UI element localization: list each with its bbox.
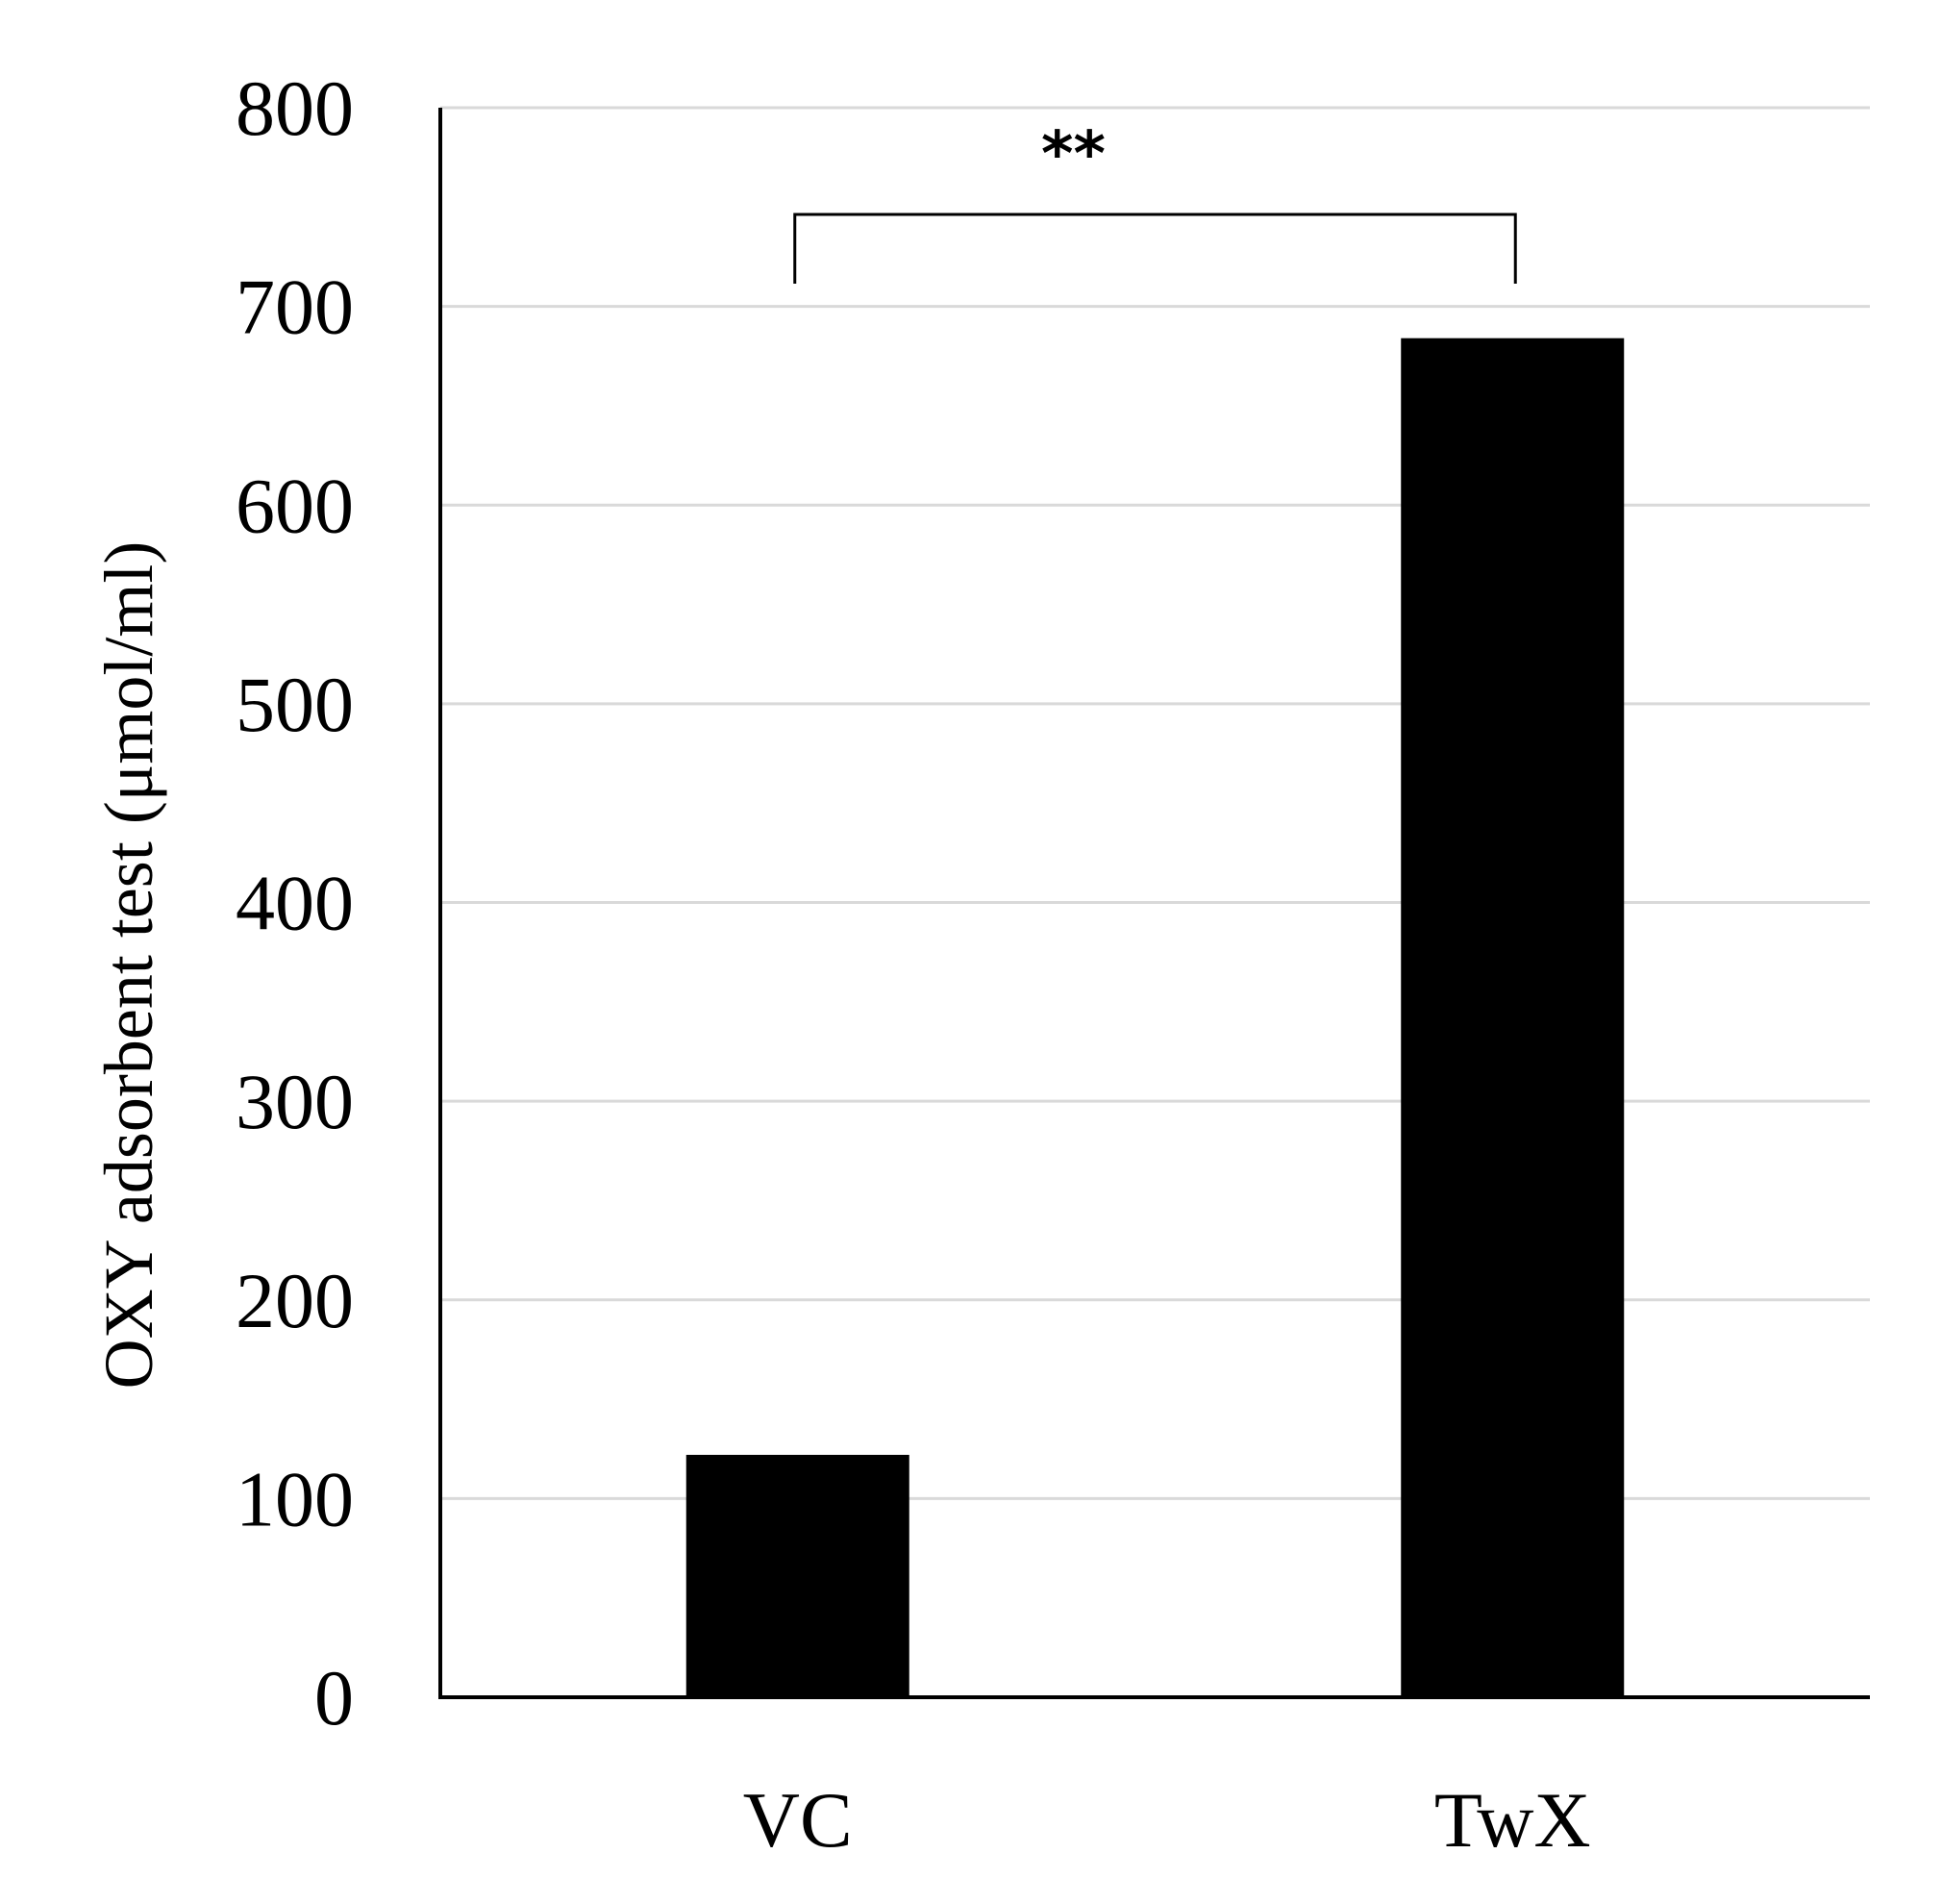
y-tick-label-0: 0 [314, 1654, 354, 1741]
x-category-labels: VC TwX [743, 1776, 1591, 1864]
axes [438, 108, 1870, 1699]
y-tick-label-300: 300 [236, 1058, 354, 1145]
significance-bracket-line [793, 213, 1517, 284]
y-tick-label-100: 100 [236, 1455, 354, 1542]
y-tick-label-200: 200 [236, 1257, 354, 1344]
y-tick-labels: 0 100 200 300 400 500 600 700 800 [236, 64, 354, 1741]
bars [685, 338, 1625, 1697]
y-tick-label-500: 500 [236, 661, 354, 748]
significance-bracket: ** [793, 119, 1517, 284]
bar-twx [1401, 338, 1625, 1697]
x-category-label-vc: VC [743, 1776, 853, 1864]
y-tick-label-700: 700 [236, 263, 354, 351]
y-axis-title: OXY adsorbent test (μmol/ml) [90, 541, 167, 1390]
x-category-label-twx: TwX [1434, 1776, 1591, 1864]
y-tick-label-400: 400 [236, 860, 354, 947]
y-tick-label-600: 600 [236, 462, 354, 549]
bar-vc [685, 1454, 909, 1697]
y-tick-label-800: 800 [236, 64, 354, 152]
significance-label: ** [1041, 119, 1106, 190]
gridlines [440, 106, 1870, 1500]
